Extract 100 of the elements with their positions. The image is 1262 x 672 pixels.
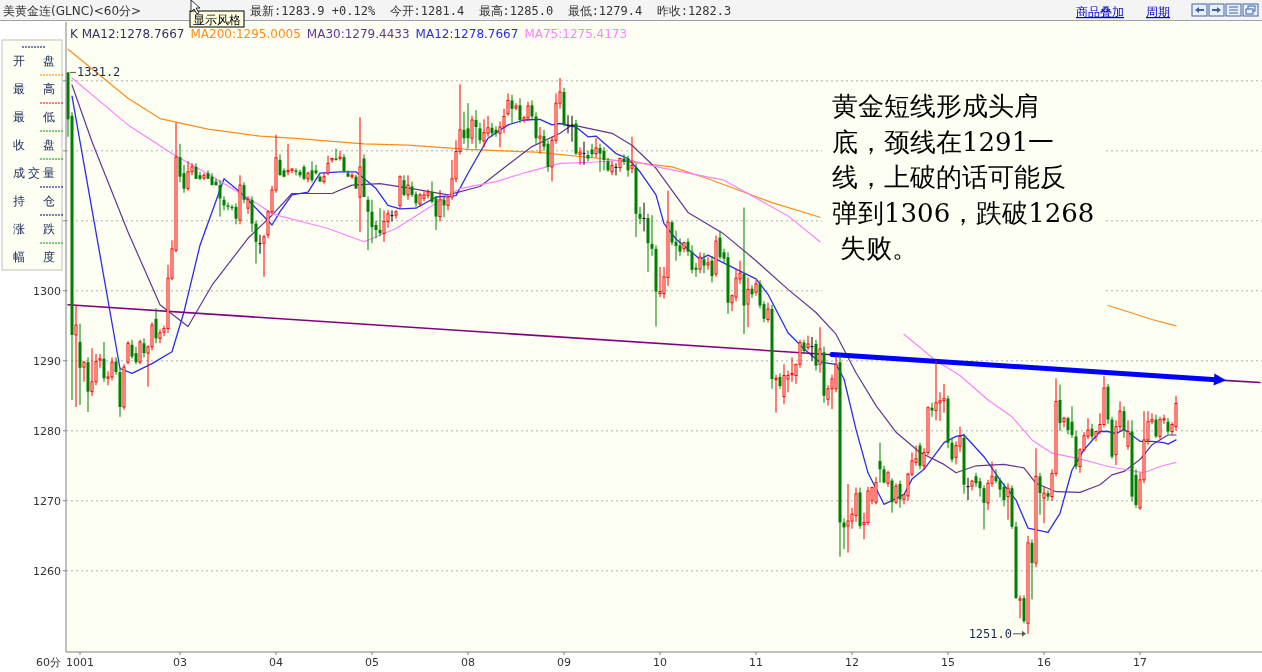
candlestick xyxy=(218,179,222,218)
x-tick-label: 11 xyxy=(749,656,763,669)
candlestick xyxy=(518,97,522,124)
candlestick xyxy=(494,125,498,138)
candlestick xyxy=(598,143,602,173)
candlestick xyxy=(382,209,386,243)
text: 持仓 xyxy=(13,194,55,208)
candlestick xyxy=(1030,538,1034,600)
text: MA200:1295.0005 xyxy=(190,27,301,41)
candlestick xyxy=(966,477,970,501)
text: MA30:1279.4433 xyxy=(306,27,410,41)
candlestick xyxy=(82,360,86,383)
text: 收盘 xyxy=(13,138,55,152)
candlestick xyxy=(642,202,646,232)
text: MA75:1275.4173 xyxy=(524,27,628,41)
candlestick xyxy=(594,137,598,159)
candlestick xyxy=(814,339,818,372)
y-tick-label: 1270 xyxy=(33,494,61,508)
candlestick xyxy=(614,162,618,176)
candlestick xyxy=(74,304,78,408)
candlestick xyxy=(1174,395,1178,432)
annotation: 弹到1306，跌破1268 xyxy=(832,197,1095,228)
candlestick xyxy=(474,109,478,150)
candlestick xyxy=(982,484,986,530)
candlestick xyxy=(874,476,878,505)
candlestick xyxy=(226,202,230,211)
candlestick xyxy=(110,356,114,381)
candlestick xyxy=(438,189,442,222)
candlestick xyxy=(1154,414,1158,439)
line-series xyxy=(71,77,821,243)
candlestick xyxy=(102,341,106,383)
text: 幅度 xyxy=(13,250,55,264)
candlestick xyxy=(710,255,714,283)
x-tick-label: 1001 xyxy=(66,656,94,669)
candlestick xyxy=(526,101,530,122)
candlestick xyxy=(1062,416,1066,428)
x-tick-label: 16 xyxy=(1037,656,1051,669)
candlestick xyxy=(702,252,706,274)
x-tick-label: 08 xyxy=(461,656,475,669)
candlestick xyxy=(746,277,750,328)
candlestick xyxy=(90,347,94,397)
candlestick xyxy=(406,174,410,201)
candlestick xyxy=(126,340,130,365)
candlestick xyxy=(658,266,662,298)
candlestick xyxy=(846,483,850,554)
text: MA12:1278.7667 xyxy=(415,27,519,41)
x-tick-label: 05 xyxy=(365,656,379,669)
candlestick xyxy=(478,122,482,145)
annotation: 线，上破的话可能反 xyxy=(832,162,1066,192)
candlestick xyxy=(294,167,298,176)
text: 开盘 xyxy=(13,54,55,68)
text: 最低 xyxy=(13,110,55,124)
annotation: 显示风格 xyxy=(193,12,241,27)
candlestick xyxy=(718,230,722,260)
candlestick xyxy=(578,146,582,166)
candlestick xyxy=(394,209,398,220)
y-tick-label: 1260 xyxy=(33,564,61,578)
x-axis-title: 60分 xyxy=(36,656,61,669)
candlestick xyxy=(402,174,406,197)
candlestick xyxy=(918,442,922,470)
candlestick xyxy=(462,111,466,145)
candlestick xyxy=(930,402,934,418)
candlestick xyxy=(414,190,418,208)
candlestick xyxy=(602,146,606,171)
candlestick xyxy=(158,328,162,344)
candlestick xyxy=(198,171,202,181)
candlestick xyxy=(774,374,778,414)
candlestick xyxy=(782,363,786,405)
candlestick xyxy=(1126,419,1130,451)
x-tick-label: 03 xyxy=(173,656,187,669)
candlestick xyxy=(466,102,470,150)
annotation: K MA12:1278.7667 xyxy=(70,27,185,41)
candlestick xyxy=(350,172,354,180)
candlestick xyxy=(286,143,290,176)
candlestick xyxy=(314,164,318,176)
candlestick xyxy=(934,360,938,421)
candlestick xyxy=(310,160,314,183)
candlestick xyxy=(1046,489,1050,502)
candlestick xyxy=(422,190,426,202)
line-series xyxy=(1107,304,1177,327)
candlestick xyxy=(878,442,882,484)
candlestick xyxy=(566,114,570,134)
candlestick xyxy=(142,337,146,358)
candlestick xyxy=(582,141,586,166)
candlestick xyxy=(390,209,394,222)
candlestick xyxy=(1038,472,1042,516)
candlestick xyxy=(630,136,634,174)
text: 涨跌 xyxy=(13,222,55,236)
candlestick xyxy=(1158,416,1162,440)
x-tick-label: 04 xyxy=(269,656,283,669)
candlestick xyxy=(626,155,630,178)
candlestick xyxy=(242,181,246,204)
candlestick xyxy=(1002,482,1006,507)
text: 商品叠加 xyxy=(1076,5,1124,19)
text: 成交量 xyxy=(13,166,55,180)
candlestick xyxy=(546,139,550,173)
candlestick xyxy=(690,244,694,274)
candlestick xyxy=(1006,482,1010,521)
x-tick-label: 12 xyxy=(845,656,859,669)
annotation: 底，颈线在1291一 xyxy=(832,126,1055,157)
